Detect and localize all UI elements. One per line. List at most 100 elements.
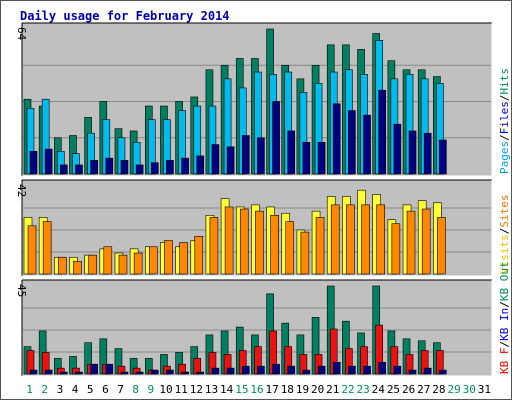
bar-sites-day-18 [285,221,295,275]
chart-title: Daily usage for February 2014 [20,9,230,23]
legend-entry: / [498,95,511,102]
panel-1: 64 Pages/Files/Hits [15,22,511,177]
x-tick-label-8: 8 [132,383,139,396]
bar-kb-f-day-12 [193,358,202,375]
bar-sites-day-12 [194,235,204,275]
bar-kb-in-day-21 [332,361,341,375]
side-legend: KB F/KB In/KB Out [498,261,511,374]
bar-pages-day-9 [150,162,159,175]
bar-kb-in-day-14 [226,367,235,375]
bar-pages-day-16 [257,137,265,175]
bar-kb-in-day-23 [363,365,371,375]
bar-pages-day-17 [272,101,280,175]
y-max-label: 45 [15,284,28,297]
legend-entry: / [498,341,511,348]
bar-kb-in-day-1 [29,369,38,375]
bar-kb-in-day-28 [439,369,447,375]
bar-pages-day-19 [302,141,311,175]
bar-kb-in-day-19 [302,369,311,375]
legend-entry: Pages [498,141,511,174]
x-tick-label-17: 17 [266,383,279,396]
x-tick-label-16: 16 [250,383,263,396]
x-tick-label-29: 29 [447,383,460,396]
x-tick-label-31: 31 [478,383,491,396]
bar-sites-day-16 [255,210,264,275]
bar-sites-day-3 [58,256,67,275]
bar-pages-day-15 [241,135,250,175]
x-tick-label-30: 30 [463,383,476,396]
bar-sites-day-9 [148,246,158,275]
bar-kb-in-day-12 [196,371,205,375]
panel-2: 42 Visits/Sites [15,179,511,277]
x-tick-label-2: 2 [41,383,48,396]
y-max-label: 42 [15,184,28,197]
x-tick-label-23: 23 [357,383,370,396]
bar-kb-in-day-27 [423,367,432,375]
bar-sites-day-4 [73,261,82,275]
bar-kb-in-day-10 [166,369,174,375]
bar-kb-in-day-26 [408,369,417,375]
x-tick-label-15: 15 [235,383,248,396]
legend-entry: / [498,134,511,141]
bar-pages-day-6 [105,157,114,175]
legend-entry: KB In [498,308,511,341]
bar-pages-day-13 [211,144,220,175]
bar-pages-day-5 [90,160,98,175]
side-legend: Visits/Sites [498,195,511,275]
x-tick-label-5: 5 [87,383,94,396]
x-tick-label-6: 6 [102,383,109,396]
bar-pages-day-25 [393,123,402,175]
legend-entry: Visits [498,234,511,274]
bar-sites-day-27 [421,208,431,275]
bar-sites-day-1 [27,225,37,275]
bar-pages-day-18 [287,130,296,175]
bar-kb-in-day-3 [60,371,68,375]
bar-kb-in-day-18 [287,365,296,375]
x-tick-label-3: 3 [57,383,64,396]
x-tick-label-22: 22 [341,383,354,396]
x-tick-label-20: 20 [311,383,324,396]
x-tick-label-27: 27 [417,383,430,396]
x-tick-label-12: 12 [190,383,203,396]
bar-kb-in-day-2 [44,369,53,375]
x-tick-label-14: 14 [220,383,234,396]
x-tick-label-9: 9 [148,383,155,396]
x-tick-label-21: 21 [326,383,339,396]
bar-sites-day-11 [179,242,188,275]
bar-kb-in-day-24 [378,361,387,375]
bar-kb-in-day-20 [317,365,326,375]
x-tick-label-13: 13 [205,383,218,396]
bar-sites-day-22 [346,204,355,275]
bar-kb-in-day-25 [393,365,402,375]
bar-sites-day-8 [133,252,143,275]
legend-entry: / [498,228,511,235]
bar-sites-day-5 [88,254,97,275]
bar-sites-day-13 [209,217,219,275]
bar-kb-in-day-4 [75,371,83,375]
y-max-label: 64 [15,27,28,41]
bar-kb-in-day-6 [105,363,114,375]
bar-kb-in-day-7 [120,371,129,375]
bar-pages-day-28 [439,139,447,175]
bar-kb-in-day-5 [90,363,98,375]
bar-pages-day-21 [332,103,341,175]
legend-entry: / [498,301,511,308]
bar-sites-day-23 [361,204,370,275]
bar-kb-in-day-15 [241,365,250,375]
bar-pages-day-8 [135,164,144,175]
bar-sites-day-25 [391,223,401,275]
bar-sites-day-19 [300,231,310,275]
side-legend: Pages/Files/Hits [498,68,511,174]
x-tick-label-1: 1 [26,383,33,396]
legend-entry: KB Out [498,261,511,301]
bar-sites-day-21 [330,204,340,275]
bar-pages-day-26 [408,130,417,175]
bar-kb-in-day-11 [181,371,189,375]
bar-sites-day-14 [224,206,234,275]
x-tick-label-24: 24 [372,383,386,396]
bar-kb-in-day-8 [135,371,144,375]
bar-pages-day-24 [378,89,387,175]
bar-sites-day-6 [103,246,113,275]
